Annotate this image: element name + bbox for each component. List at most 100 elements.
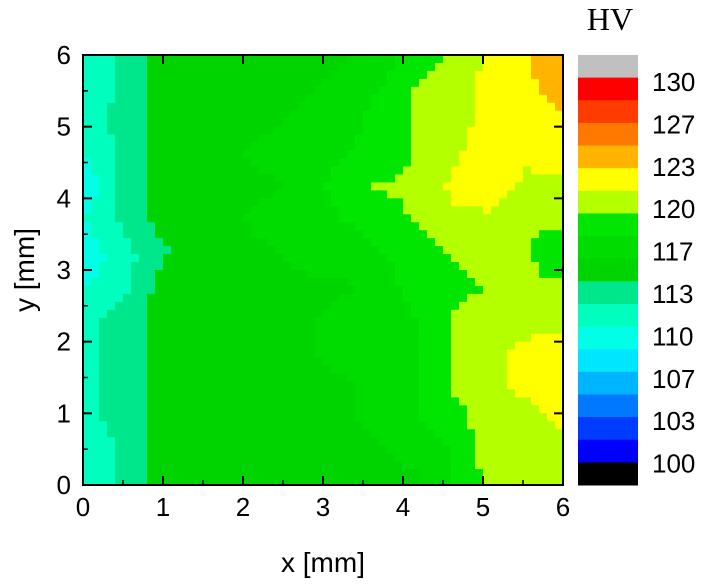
heat-cell: [227, 262, 236, 271]
heat-cell: [323, 94, 332, 104]
heat-cell: [387, 429, 396, 438]
heat-cell: [275, 349, 284, 359]
heat-cell: [139, 389, 148, 398]
heat-cell: [171, 78, 180, 88]
heat-cell: [251, 158, 260, 168]
heat-cell: [419, 62, 428, 72]
heat-cell: [299, 421, 308, 430]
heat-cell: [539, 405, 548, 414]
heat-cell: [91, 78, 100, 88]
heat-cell: [387, 182, 396, 191]
heat-cell: [323, 62, 332, 72]
heat-cell: [379, 277, 388, 287]
heat-cell: [379, 238, 388, 247]
heat-cell: [531, 365, 540, 375]
heat-cell: [203, 301, 212, 311]
heat-cell: [555, 158, 563, 168]
heat-cell: [211, 174, 220, 183]
heat-cell: [523, 325, 532, 335]
heat-cell: [371, 126, 380, 136]
heat-cell: [331, 238, 340, 247]
heat-cell: [323, 190, 332, 199]
heat-cell: [435, 293, 444, 303]
heat-cell: [483, 70, 492, 80]
heat-cell: [387, 166, 396, 176]
heat-cell: [219, 381, 228, 391]
heat-cell: [115, 70, 124, 80]
heat-cell: [299, 62, 308, 72]
heat-cell: [187, 461, 196, 470]
heat-cell: [395, 246, 404, 255]
heat-cell: [227, 349, 236, 359]
heat-cell: [299, 166, 308, 176]
heat-cell: [123, 469, 132, 478]
heat-cell: [539, 469, 548, 478]
colorbar-band: [578, 281, 638, 305]
heat-cell: [283, 270, 292, 279]
heat-cell: [451, 365, 460, 375]
heat-cell: [403, 102, 412, 112]
heat-cell: [371, 357, 380, 367]
heat-cell: [291, 262, 300, 271]
heat-cell: [115, 293, 124, 303]
heat-cell: [523, 158, 532, 168]
heat-cell: [307, 174, 316, 183]
heat-cell: [235, 285, 244, 295]
heat-cell: [291, 301, 300, 311]
heat-cell: [483, 182, 492, 191]
heat-cell: [539, 62, 548, 72]
heat-cell: [507, 341, 516, 351]
heat-cell: [531, 55, 540, 64]
heat-cell: [219, 174, 228, 183]
heat-cell: [123, 214, 132, 223]
heat-cell: [523, 262, 532, 271]
heat-cell: [91, 397, 100, 406]
heat-cell: [355, 285, 364, 295]
heat-cell: [451, 341, 460, 351]
heat-cell: [323, 86, 332, 96]
heat-cell: [347, 142, 356, 152]
heat-cell: [299, 102, 308, 112]
heat-cell: [483, 230, 492, 239]
heat-cell: [499, 309, 508, 319]
heat-cell: [163, 429, 172, 438]
heat-cell: [307, 397, 316, 406]
heat-cell: [459, 70, 468, 80]
heat-cell: [411, 230, 420, 239]
heat-cell: [499, 55, 508, 64]
heat-cell: [99, 158, 108, 168]
heat-cell: [339, 246, 348, 255]
heat-cell: [155, 341, 164, 351]
heat-cell: [555, 238, 563, 247]
heat-cell: [539, 262, 548, 271]
heat-cell: [531, 381, 540, 391]
heat-cell: [83, 198, 92, 207]
heat-cell: [395, 254, 404, 263]
heat-cell: [475, 277, 484, 287]
heat-cell: [491, 421, 500, 430]
heat-cell: [171, 293, 180, 303]
heat-cell: [411, 357, 420, 367]
heat-cell: [243, 461, 252, 470]
heat-cell: [467, 78, 476, 88]
heat-cell: [243, 413, 252, 422]
heat-cell: [499, 349, 508, 359]
heat-cell: [411, 429, 420, 438]
heat-cell: [507, 397, 516, 406]
heat-cell: [115, 78, 124, 88]
heat-cell: [307, 469, 316, 478]
heat-cell: [411, 373, 420, 383]
heat-cell: [547, 62, 556, 72]
heat-cell: [219, 397, 228, 406]
heat-cell: [315, 158, 324, 168]
heat-cell: [387, 389, 396, 398]
heat-cell: [331, 381, 340, 391]
heat-cell: [347, 389, 356, 398]
heat-cell: [187, 142, 196, 152]
colorbar: [578, 55, 638, 486]
heat-cell: [379, 222, 388, 231]
heat-cell: [355, 301, 364, 311]
heat-cell: [259, 134, 268, 144]
heat-cell: [227, 461, 236, 470]
heat-cell: [411, 182, 420, 191]
